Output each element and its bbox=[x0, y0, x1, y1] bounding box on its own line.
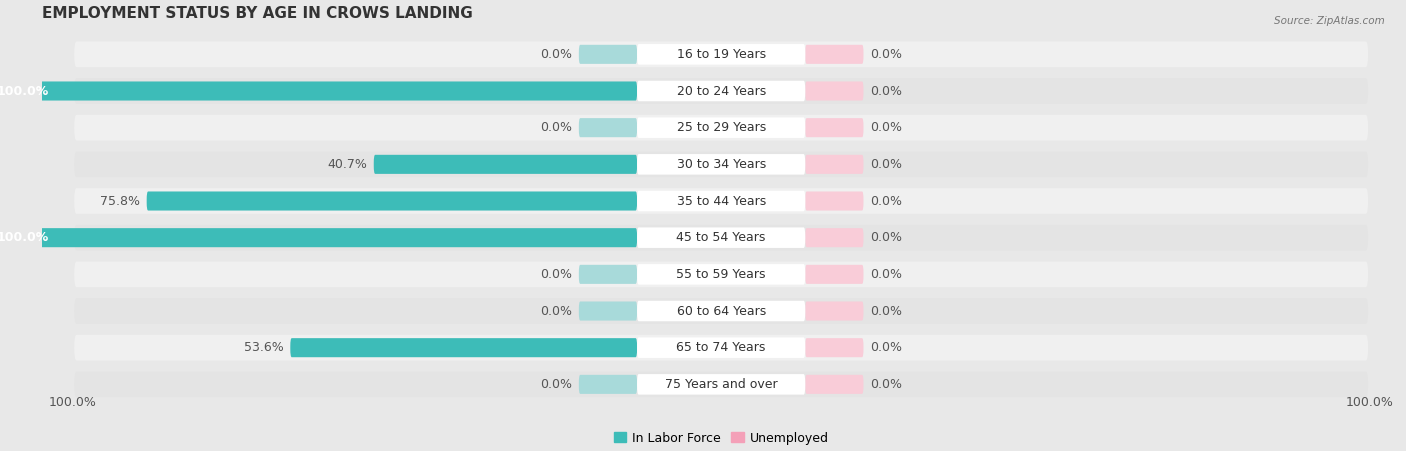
FancyBboxPatch shape bbox=[637, 337, 806, 358]
FancyBboxPatch shape bbox=[806, 82, 863, 101]
Text: 0.0%: 0.0% bbox=[870, 158, 903, 171]
FancyBboxPatch shape bbox=[579, 45, 637, 64]
FancyBboxPatch shape bbox=[806, 192, 863, 211]
FancyBboxPatch shape bbox=[806, 338, 863, 357]
FancyBboxPatch shape bbox=[75, 188, 1368, 214]
Text: 0.0%: 0.0% bbox=[540, 48, 572, 61]
Text: 20 to 24 Years: 20 to 24 Years bbox=[676, 84, 766, 97]
Text: 100.0%: 100.0% bbox=[48, 396, 96, 409]
Text: 0.0%: 0.0% bbox=[870, 194, 903, 207]
Text: 0.0%: 0.0% bbox=[870, 84, 903, 97]
FancyBboxPatch shape bbox=[290, 338, 637, 357]
FancyBboxPatch shape bbox=[75, 372, 1368, 397]
Text: 25 to 29 Years: 25 to 29 Years bbox=[676, 121, 766, 134]
FancyBboxPatch shape bbox=[374, 155, 637, 174]
Text: 0.0%: 0.0% bbox=[870, 231, 903, 244]
Text: 0.0%: 0.0% bbox=[870, 304, 903, 318]
Text: 0.0%: 0.0% bbox=[870, 378, 903, 391]
FancyBboxPatch shape bbox=[806, 375, 863, 394]
FancyBboxPatch shape bbox=[75, 152, 1368, 177]
FancyBboxPatch shape bbox=[806, 265, 863, 284]
Text: 53.6%: 53.6% bbox=[245, 341, 284, 354]
Text: 0.0%: 0.0% bbox=[540, 378, 572, 391]
FancyBboxPatch shape bbox=[806, 155, 863, 174]
Text: 0.0%: 0.0% bbox=[540, 121, 572, 134]
Text: 0.0%: 0.0% bbox=[540, 304, 572, 318]
FancyBboxPatch shape bbox=[806, 301, 863, 321]
Text: 0.0%: 0.0% bbox=[870, 341, 903, 354]
Text: EMPLOYMENT STATUS BY AGE IN CROWS LANDING: EMPLOYMENT STATUS BY AGE IN CROWS LANDIN… bbox=[42, 5, 472, 21]
FancyBboxPatch shape bbox=[75, 115, 1368, 141]
FancyBboxPatch shape bbox=[0, 228, 637, 247]
FancyBboxPatch shape bbox=[637, 44, 806, 64]
FancyBboxPatch shape bbox=[75, 78, 1368, 104]
FancyBboxPatch shape bbox=[579, 265, 637, 284]
FancyBboxPatch shape bbox=[75, 262, 1368, 287]
Text: 0.0%: 0.0% bbox=[540, 268, 572, 281]
FancyBboxPatch shape bbox=[806, 118, 863, 137]
FancyBboxPatch shape bbox=[637, 227, 806, 248]
FancyBboxPatch shape bbox=[146, 192, 637, 211]
Text: Source: ZipAtlas.com: Source: ZipAtlas.com bbox=[1274, 16, 1385, 26]
Text: 75 Years and over: 75 Years and over bbox=[665, 378, 778, 391]
FancyBboxPatch shape bbox=[75, 335, 1368, 360]
FancyBboxPatch shape bbox=[579, 118, 637, 137]
FancyBboxPatch shape bbox=[806, 45, 863, 64]
FancyBboxPatch shape bbox=[806, 228, 863, 247]
Text: 100.0%: 100.0% bbox=[1346, 396, 1393, 409]
FancyBboxPatch shape bbox=[579, 301, 637, 321]
Text: 100.0%: 100.0% bbox=[0, 231, 49, 244]
FancyBboxPatch shape bbox=[579, 375, 637, 394]
Text: 0.0%: 0.0% bbox=[870, 48, 903, 61]
FancyBboxPatch shape bbox=[637, 117, 806, 138]
Text: 0.0%: 0.0% bbox=[870, 268, 903, 281]
Text: 16 to 19 Years: 16 to 19 Years bbox=[676, 48, 766, 61]
FancyBboxPatch shape bbox=[75, 225, 1368, 250]
Text: 40.7%: 40.7% bbox=[328, 158, 367, 171]
FancyBboxPatch shape bbox=[637, 81, 806, 101]
Text: 75.8%: 75.8% bbox=[100, 194, 141, 207]
Legend: In Labor Force, Unemployed: In Labor Force, Unemployed bbox=[609, 427, 834, 450]
Text: 30 to 34 Years: 30 to 34 Years bbox=[676, 158, 766, 171]
FancyBboxPatch shape bbox=[637, 301, 806, 321]
FancyBboxPatch shape bbox=[637, 154, 806, 175]
Text: 55 to 59 Years: 55 to 59 Years bbox=[676, 268, 766, 281]
Text: 45 to 54 Years: 45 to 54 Years bbox=[676, 231, 766, 244]
FancyBboxPatch shape bbox=[75, 298, 1368, 324]
FancyBboxPatch shape bbox=[637, 374, 806, 395]
FancyBboxPatch shape bbox=[637, 264, 806, 285]
Text: 35 to 44 Years: 35 to 44 Years bbox=[676, 194, 766, 207]
Text: 0.0%: 0.0% bbox=[870, 121, 903, 134]
FancyBboxPatch shape bbox=[75, 41, 1368, 67]
Text: 65 to 74 Years: 65 to 74 Years bbox=[676, 341, 766, 354]
Text: 60 to 64 Years: 60 to 64 Years bbox=[676, 304, 766, 318]
FancyBboxPatch shape bbox=[0, 82, 637, 101]
FancyBboxPatch shape bbox=[637, 191, 806, 211]
Text: 100.0%: 100.0% bbox=[0, 84, 49, 97]
